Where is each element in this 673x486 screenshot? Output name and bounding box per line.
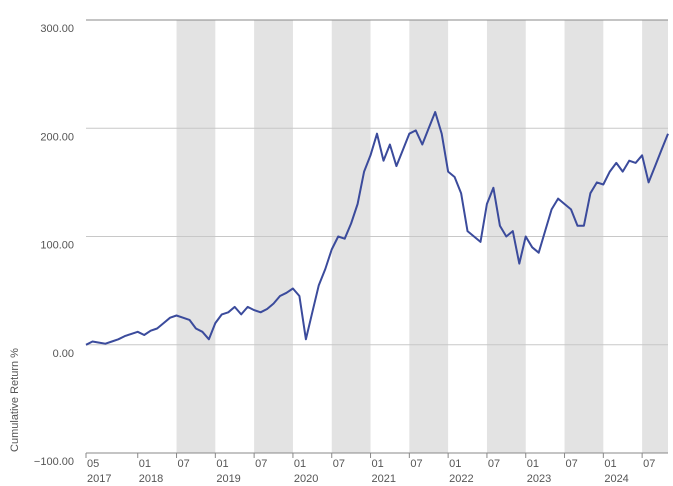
x-tick-year: 2019: [216, 473, 240, 485]
x-tick-label: 01: [294, 458, 306, 470]
x-tick-label: 01: [604, 458, 616, 470]
x-tick-label: 07: [566, 458, 578, 470]
x-tick-label: 01: [139, 458, 151, 470]
y-tick-label: −100.00: [34, 456, 74, 468]
x-tick-label: 07: [255, 458, 267, 470]
x-tick-year: 2022: [449, 473, 473, 485]
y-tick-label: 0.00: [53, 348, 74, 360]
x-tick-label: 07: [643, 458, 655, 470]
x-tick-year: 2024: [604, 473, 628, 485]
x-tick-year: 2020: [294, 473, 318, 485]
x-tick-year: 2021: [372, 473, 396, 485]
x-tick-label: 07: [488, 458, 500, 470]
x-tick-label: 01: [449, 458, 461, 470]
x-tick-label: 07: [178, 458, 190, 470]
line-series: [85, 111, 669, 346]
x-tick-label: 01: [216, 458, 228, 470]
x-tick-year: 2017: [87, 473, 111, 485]
x-tick-year: 2018: [139, 473, 163, 485]
x-tick-year: 2023: [527, 473, 551, 485]
y-tick-label: 100.00: [40, 240, 74, 252]
y-tick-label: 300.00: [40, 23, 74, 35]
y-axis-label: Cumulative Return %: [9, 348, 21, 452]
x-tick-label: 07: [333, 458, 345, 470]
x-tick-label: 05: [87, 458, 99, 470]
x-tick-label: 01: [372, 458, 384, 470]
x-tick-label: 01: [527, 458, 539, 470]
x-tick-label: 07: [410, 458, 422, 470]
y-tick-label: 200.00: [40, 131, 74, 143]
